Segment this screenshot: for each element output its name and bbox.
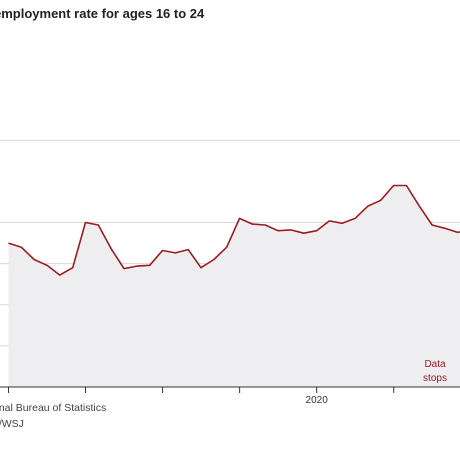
x-axis-ticks: 2020 — [7, 387, 395, 406]
data-stops-label-2: stops — [423, 373, 447, 384]
x-tick-label: 2020 — [306, 395, 329, 406]
credit-note: n/WSJ — [0, 418, 24, 430]
area-fill — [8, 185, 460, 387]
chart-title: employment rate for ages 16 to 24 — [0, 6, 205, 21]
source-note: onal Bureau of Statistics — [0, 402, 107, 414]
series-line — [8, 184, 460, 276]
data-stops-label-1: Data — [424, 359, 446, 370]
